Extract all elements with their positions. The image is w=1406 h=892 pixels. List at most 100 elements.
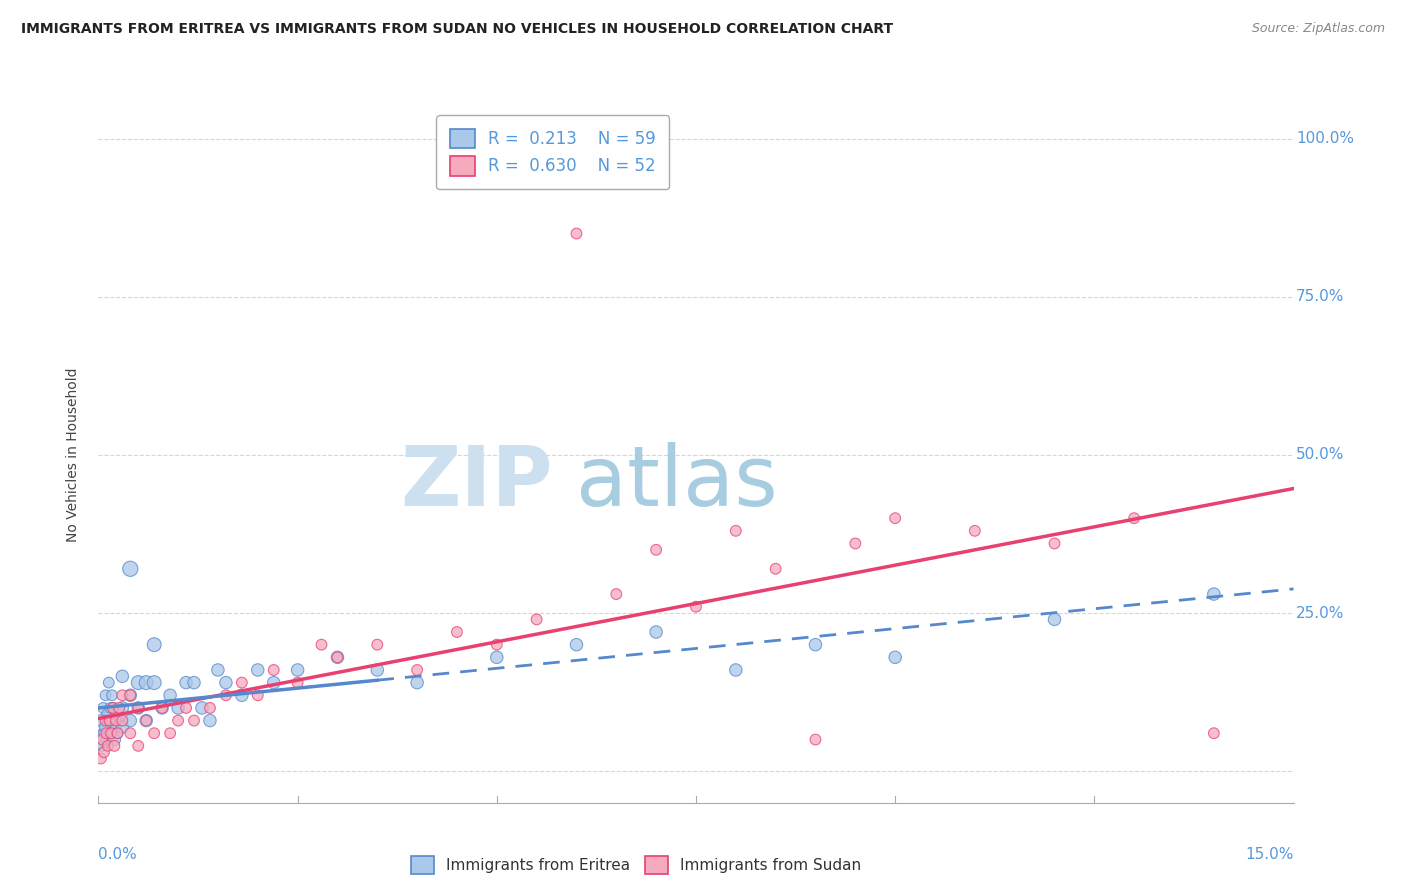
Point [111, 720, 134, 734]
Text: ZIP: ZIP [401, 442, 553, 524]
Text: atlas: atlas [576, 442, 778, 524]
Point [724, 663, 747, 677]
Point [215, 688, 238, 702]
Point [884, 650, 907, 665]
Point [246, 688, 269, 702]
Point [98, 714, 121, 728]
Point [263, 675, 285, 690]
Point [645, 625, 668, 640]
Point [174, 701, 197, 715]
Point [191, 701, 214, 715]
Point [765, 562, 787, 576]
Point [103, 739, 125, 753]
Point [183, 675, 205, 690]
Point [167, 714, 190, 728]
Point [111, 701, 134, 715]
Point [287, 663, 309, 677]
Point [963, 524, 986, 538]
Point [366, 663, 388, 677]
Point [159, 688, 181, 702]
Text: IMMIGRANTS FROM ERITREA VS IMMIGRANTS FROM SUDAN NO VEHICLES IN HOUSEHOLD CORREL: IMMIGRANTS FROM ERITREA VS IMMIGRANTS FR… [21, 22, 893, 37]
Point [111, 714, 134, 728]
Text: 100.0%: 100.0% [1296, 131, 1354, 146]
Point [135, 714, 157, 728]
Point [104, 714, 127, 728]
Point [100, 726, 122, 740]
Point [107, 714, 129, 728]
Point [91, 701, 114, 715]
Point [565, 638, 588, 652]
Point [104, 714, 127, 728]
Point [135, 675, 157, 690]
Point [94, 714, 117, 728]
Point [91, 732, 114, 747]
Point [143, 675, 166, 690]
Point [90, 714, 112, 728]
Point [366, 638, 388, 652]
Text: 75.0%: 75.0% [1296, 289, 1344, 304]
Point [90, 751, 112, 765]
Point [127, 675, 149, 690]
Point [105, 707, 128, 722]
Point [120, 688, 142, 702]
Point [104, 720, 127, 734]
Point [485, 650, 508, 665]
Point [101, 726, 124, 740]
Point [167, 701, 190, 715]
Point [91, 739, 114, 753]
Point [231, 675, 253, 690]
Point [96, 726, 118, 740]
Point [93, 745, 115, 759]
Point [526, 612, 548, 626]
Point [183, 714, 205, 728]
Point [485, 638, 508, 652]
Point [89, 732, 111, 747]
Point [107, 726, 129, 740]
Text: 0.0%: 0.0% [98, 847, 138, 862]
Point [101, 688, 124, 702]
Point [97, 739, 120, 753]
Point [127, 739, 149, 753]
Point [108, 701, 131, 715]
Legend: Immigrants from Eritrea, Immigrants from Sudan: Immigrants from Eritrea, Immigrants from… [404, 848, 869, 881]
Point [96, 707, 118, 722]
Point [103, 732, 125, 747]
Point [804, 638, 827, 652]
Point [884, 511, 907, 525]
Point [174, 675, 197, 690]
Point [97, 714, 120, 728]
Point [101, 701, 124, 715]
Point [143, 726, 166, 740]
Point [1202, 726, 1225, 740]
Y-axis label: No Vehicles in Household: No Vehicles in Household [66, 368, 80, 542]
Point [98, 701, 122, 715]
Point [311, 638, 333, 652]
Point [287, 675, 309, 690]
Text: Source: ZipAtlas.com: Source: ZipAtlas.com [1251, 22, 1385, 36]
Point [135, 714, 157, 728]
Point [1123, 511, 1146, 525]
Text: 15.0%: 15.0% [1246, 847, 1294, 862]
Point [100, 714, 122, 728]
Point [263, 663, 285, 677]
Point [215, 675, 238, 690]
Point [97, 675, 120, 690]
Point [150, 701, 173, 715]
Point [1202, 587, 1225, 601]
Point [198, 714, 221, 728]
Point [120, 714, 142, 728]
Point [246, 663, 269, 677]
Point [446, 625, 468, 640]
Point [685, 599, 707, 614]
Point [150, 701, 173, 715]
Point [326, 650, 349, 665]
Point [111, 688, 134, 702]
Point [645, 542, 668, 557]
Text: 25.0%: 25.0% [1296, 606, 1344, 621]
Point [120, 562, 142, 576]
Point [406, 675, 429, 690]
Point [111, 669, 134, 683]
Point [98, 726, 121, 740]
Point [605, 587, 627, 601]
Point [127, 701, 149, 715]
